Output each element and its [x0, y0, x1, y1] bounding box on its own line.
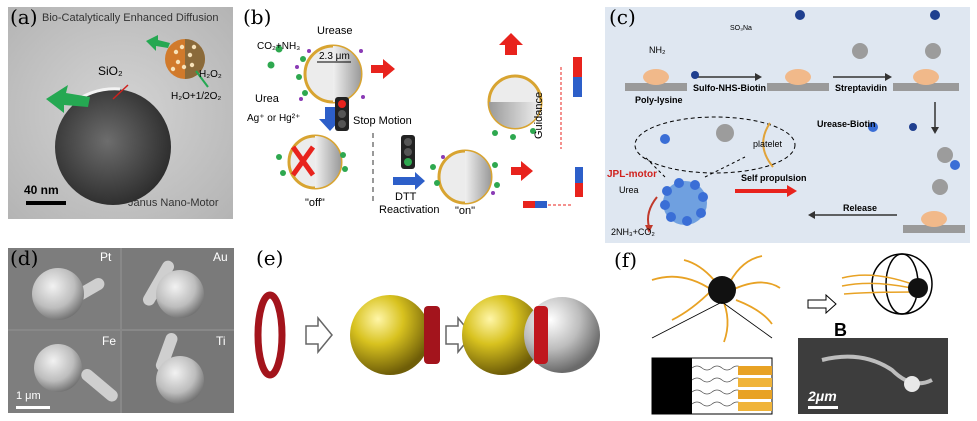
scale-bar-d — [16, 406, 50, 409]
self-propulsion-arrow — [735, 185, 797, 197]
red-arrow-1 — [371, 59, 395, 79]
scale-label-f: 2μm — [808, 388, 837, 404]
stop-label: Stop Motion — [353, 115, 412, 127]
jpl-motor — [660, 178, 708, 226]
gold-sphere-2 — [462, 295, 542, 375]
urea-label: Urea — [255, 93, 279, 105]
guidance-label: Guidance — [533, 91, 545, 139]
urea-c-label: Urea — [619, 185, 639, 195]
scale-bar — [26, 201, 66, 205]
pt-label: Pt — [100, 250, 112, 264]
selfprop-label: Self propulsion — [741, 173, 807, 183]
red-ring — [254, 291, 286, 379]
panel-label-a: (a) — [10, 5, 38, 29]
ureasebiotin-label: Urease-Biotin — [817, 119, 876, 129]
b-arrow — [807, 293, 837, 315]
panel-c: (c) NH₂ SO₃Na Poly-lysine Sulfo-NHS-Biot… — [605, 5, 970, 243]
on-label: "on" — [455, 205, 476, 217]
panel-d-images — [8, 248, 234, 413]
magnet-top — [573, 57, 582, 77]
motor-on — [430, 149, 500, 205]
gold-sphere-1 — [350, 295, 430, 375]
jpl-label: JPL-motor — [607, 169, 657, 180]
panel-e: (e) — [248, 246, 603, 413]
ions-label: Ag⁺ or Hg²⁺ — [247, 113, 301, 124]
panel-label-d: (d) — [10, 246, 39, 270]
sulfo-label: Sulfo-NHS-Biotin — [693, 83, 766, 93]
red-arrow-2 — [511, 161, 533, 181]
bio-title: Bio-Catalytically Enhanced Diffusion — [42, 12, 219, 24]
panel-b: (b) Urease CO₂+NH₃ 2.3 μm Urea Ag⁺ or Hg… — [243, 5, 598, 219]
panel-d: (d) Pt Au Fe Ti 1 μm — [8, 246, 234, 413]
h2o-label: H₂O+1/2O₂ — [171, 91, 222, 102]
panel-f: (f) B 2μm — [612, 248, 970, 416]
so3na-label: SO₃Na — [730, 25, 752, 32]
janus-caption: Janus Nano-Motor — [128, 197, 219, 209]
sio2-label: SiO₂ — [98, 64, 123, 78]
nh2-label: NH₂ — [649, 45, 666, 55]
platelet-label: platelet — [753, 139, 783, 149]
magnet-bottom — [523, 201, 535, 208]
panel-e-diagram — [254, 291, 600, 379]
sem-au — [156, 270, 204, 318]
scale-label-a: 40 nm — [24, 183, 59, 197]
blue-arrow-right — [393, 172, 425, 190]
panel-a-image — [8, 7, 233, 219]
magnet-mid — [575, 167, 583, 183]
streptavidin-label: Streptavidin — [835, 83, 888, 93]
panel-f-diagram — [651, 253, 948, 415]
b-label: B — [834, 320, 847, 340]
green-arrow-large — [46, 85, 90, 113]
au-label: Au — [213, 250, 228, 264]
release-label: Release — [843, 203, 878, 213]
scale-label-d: 1 μm — [16, 390, 41, 402]
size-label: 2.3 μm — [319, 51, 350, 62]
rotation-icon — [841, 253, 933, 315]
janus-particle — [55, 89, 171, 205]
fe-label: Fe — [102, 334, 117, 348]
off-label: "off" — [305, 197, 325, 209]
polylysine-label: Poly-lysine — [635, 95, 683, 105]
h2o2-label: H₂O₂ — [199, 69, 222, 80]
co2-label: CO₂+NH₃ — [257, 41, 301, 52]
panel-label-f: (f) — [614, 248, 638, 272]
motor-guided — [487, 74, 543, 140]
panel-label-b: (b) — [243, 5, 272, 29]
arrow-e-1 — [305, 315, 333, 355]
green-arrow-small — [146, 35, 170, 51]
motor-top — [267, 44, 365, 104]
sem-ti — [156, 356, 204, 404]
panel-b-diagram — [267, 33, 583, 208]
red-arrow-up — [499, 33, 523, 55]
reactivation-label: Reactivation — [379, 204, 440, 216]
panel-label-c: (c) — [609, 5, 636, 29]
bead — [708, 276, 736, 304]
products-label: 2NH₃+CO₂ — [611, 227, 655, 237]
motor-off — [276, 134, 348, 190]
urease-label: Urease — [317, 25, 353, 37]
panel-c-diagram — [625, 10, 965, 233]
fluorescence-image — [798, 338, 948, 414]
zoom-ellipse — [634, 116, 796, 174]
ti-label: Ti — [216, 334, 226, 348]
sem-pt — [32, 268, 84, 320]
dtt-label: DTT — [395, 191, 417, 203]
sem-fe — [34, 344, 82, 392]
panel-a: (a) Bio-Catalytically Enhanced Diffusion… — [8, 5, 233, 219]
panel-label-e: (e) — [256, 246, 284, 270]
